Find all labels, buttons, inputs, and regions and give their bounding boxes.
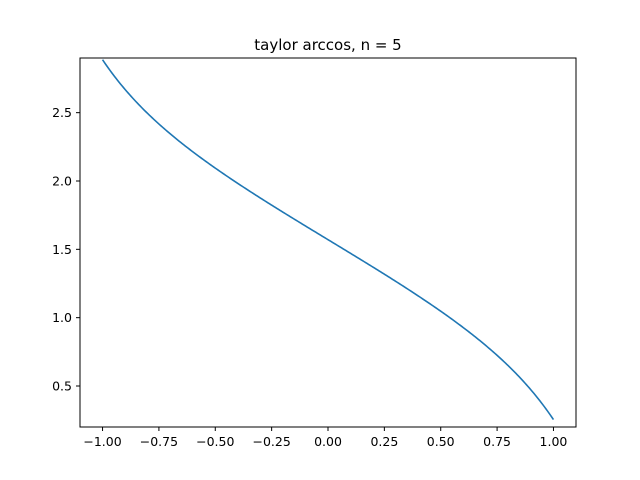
x-tick-label: −0.50 [196, 434, 234, 449]
chart-title: taylor arccos, n = 5 [254, 36, 401, 54]
y-tick-label: 2.0 [52, 174, 72, 189]
series-line-0 [101, 59, 555, 421]
x-tick-label: 0.25 [370, 434, 398, 449]
x-tick-label: −0.75 [140, 434, 178, 449]
y-tick-label: 1.0 [52, 310, 72, 325]
x-tick-label: 0.50 [427, 434, 455, 449]
axes-frame [79, 57, 577, 428]
y-tick-label: 1.5 [52, 242, 72, 257]
plot-area [101, 59, 555, 421]
y-tick-label: 0.5 [52, 379, 72, 394]
x-tick-label: 1.00 [540, 434, 568, 449]
x-tick-label: −0.25 [252, 434, 290, 449]
x-tick-label: 0.00 [314, 434, 342, 449]
y-axis: 0.5 1.0 1.5 2.0 2.5 [52, 105, 80, 394]
x-tick-label: 0.75 [483, 434, 511, 449]
y-tick-label: 2.5 [52, 105, 72, 120]
x-tick-label: −1.00 [83, 434, 121, 449]
x-axis: −1.00 −0.75 −0.50 −0.25 0.00 0.25 0.50 0.75 1.00 [83, 427, 567, 449]
